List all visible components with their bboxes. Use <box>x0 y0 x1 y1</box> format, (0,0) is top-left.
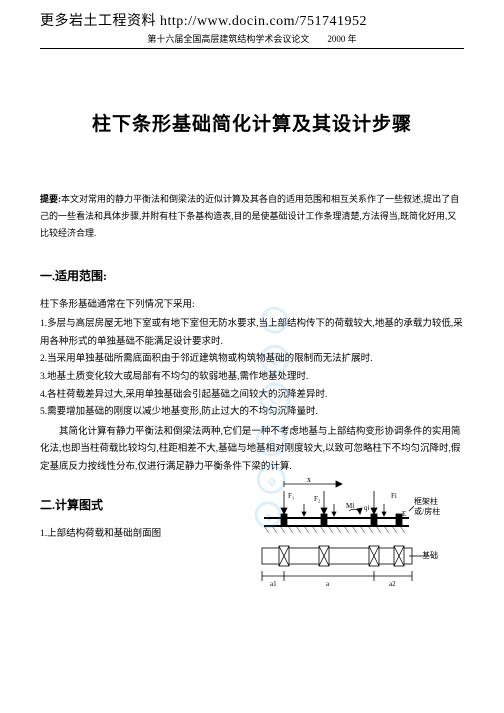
foundation-diagram: x F₁ F₂ Fi Ml qi <box>254 476 454 591</box>
svg-text:a1: a1 <box>270 580 277 588</box>
section1-item-3: 3.地基土质变化较大或局部有不均匀的软弱地基,需作地基处理时. <box>40 369 464 387</box>
section1-item-4: 4.各柱荷载差异过大,采用单独基础会引起基础之间较大的沉降差异时. <box>40 387 464 405</box>
section2-sub1: 1.上部结构荷载和基础剖面图 <box>40 525 244 539</box>
svg-text:Ml: Ml <box>346 502 354 510</box>
abstract-label: 提要: <box>40 194 61 204</box>
section1-heading: 一.适用范围: <box>40 267 464 284</box>
svg-text:qi: qi <box>364 504 370 512</box>
svg-text:a: a <box>326 580 330 588</box>
conference-line: 第十六届全国高层建筑结构学术会议论文 2000 年 <box>40 32 464 49</box>
top-url: 更多岩土工程资料 http://www.docin.com/751741952 <box>40 10 464 30</box>
section1-para: 其简化计算有静力平衡法和倒梁法两种,它们是一种不考虑地基与上部结构变形协调条件的… <box>40 424 464 477</box>
svg-text:E: E <box>402 510 406 518</box>
section1-item-5: 5.需要增加基础的刚度以减少地基变形,防止过大的不均匀沉降量时. <box>40 404 464 422</box>
svg-text:Fi: Fi <box>391 492 397 500</box>
svg-text:基础: 基础 <box>422 550 438 560</box>
svg-text:a2: a2 <box>389 580 396 588</box>
page-title: 柱下条形基础简化计算及其设计步骤 <box>40 109 464 136</box>
abstract: 提要:本文对常用的静力平衡法和倒梁法的近似计算及其各自的适用范围和相互关系作了一… <box>40 191 464 242</box>
section1-item-2: 2.当采用单独基础所需底面积由于邻近建筑物或构筑物基础的限制而无法扩展时. <box>40 351 464 369</box>
section2-heading: 二.计算图式 <box>40 496 244 513</box>
section1-intro: 柱下条形基础通常在下列情况下采用: <box>40 296 464 310</box>
svg-text:F₁: F₁ <box>288 492 294 500</box>
svg-text:或/房柱: 或/房柱 <box>414 506 440 516</box>
svg-text:框架柱: 框架柱 <box>414 496 438 506</box>
section1-item-1: 1.多层与高层房屋无地下室或有地下室但无防水要求,当上部结构传下的荷载较大,地基… <box>40 316 464 351</box>
abstract-text: 本文对常用的静力平衡法和倒梁法的近似计算及其各自的适用范围和相互关系作了一些叙述… <box>40 194 459 238</box>
svg-text:F₂: F₂ <box>314 495 321 503</box>
svg-text:x: x <box>307 476 311 484</box>
